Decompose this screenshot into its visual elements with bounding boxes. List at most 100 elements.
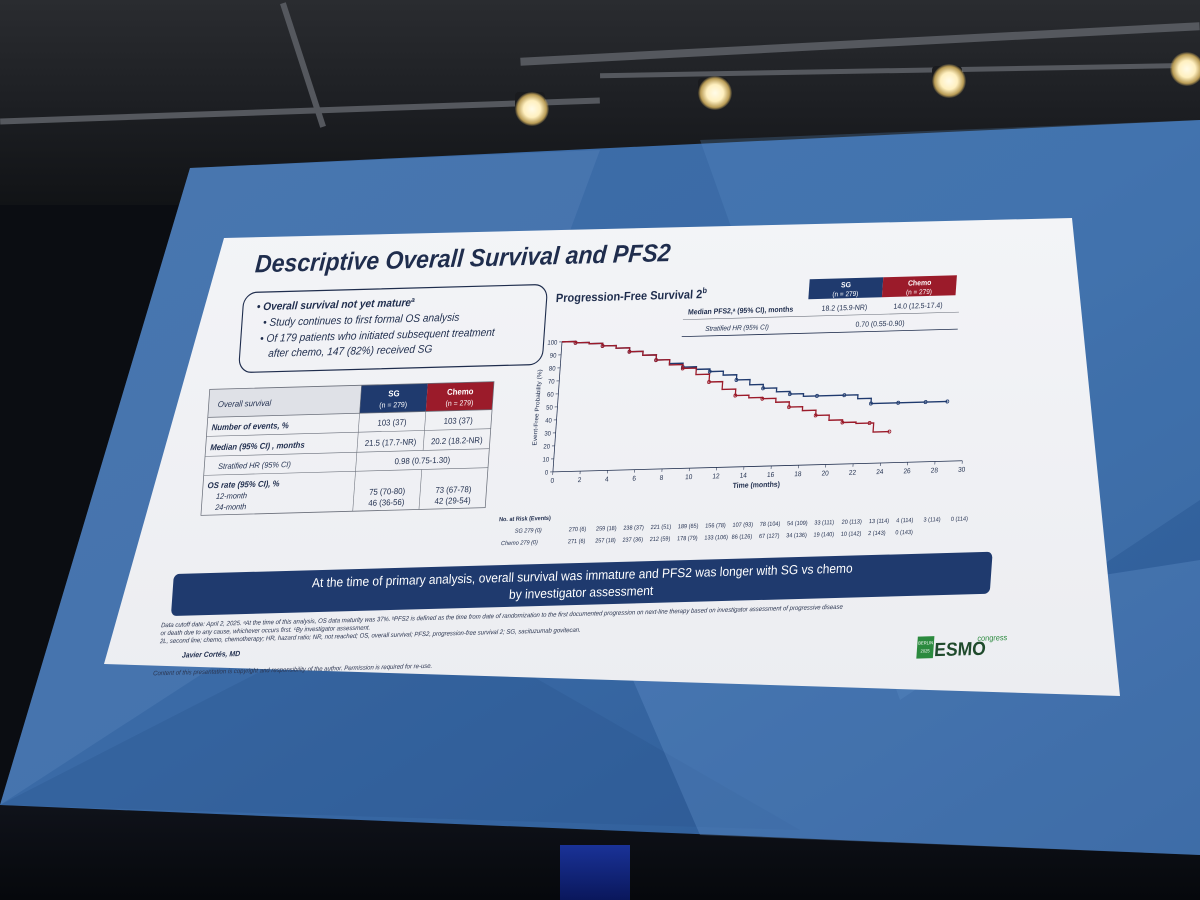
svg-text:• Overall survival not yet mat: • Overall survival not yet maturea bbox=[256, 297, 415, 314]
risk-sg-value: 107 (93) bbox=[732, 522, 753, 529]
risk-sg-value: 238 (37) bbox=[623, 525, 644, 532]
svg-text:42 (29-54): 42 (29-54) bbox=[434, 496, 471, 506]
y-tick-label: 20 bbox=[543, 443, 551, 450]
x-tick-label: 12 bbox=[712, 473, 720, 480]
y-tick-label: 50 bbox=[546, 404, 554, 411]
risk-chemo-value: 2 (143) bbox=[868, 531, 886, 538]
svg-text:21.5 (17.7-NR): 21.5 (17.7-NR) bbox=[364, 437, 417, 448]
y-tick-label: 80 bbox=[549, 365, 557, 372]
censor-mark-chemo bbox=[573, 340, 578, 345]
conclusion-banner bbox=[171, 551, 993, 616]
svg-text:No. at Risk (Events): No. at Risk (Events) bbox=[499, 516, 551, 524]
x-axis bbox=[552, 460, 963, 473]
esmo-logo: BERLIN 2025 ESMO congress bbox=[916, 633, 1008, 660]
risk-sg-value: 0 (114) bbox=[951, 516, 969, 523]
y-tick-label: 0 bbox=[545, 469, 549, 476]
censor-mark-chemo bbox=[707, 379, 711, 384]
risk-chemo-value: 237 (36) bbox=[622, 537, 643, 544]
y-tick-label: 40 bbox=[545, 417, 553, 424]
stage-blue-light bbox=[560, 845, 630, 900]
stage-light-glow bbox=[698, 76, 732, 110]
svg-text:Progression-Free Survival 2b: Progression-Free Survival 2b bbox=[555, 286, 707, 306]
risk-sg-value: 221 (51) bbox=[650, 524, 671, 531]
risk-chemo-value: 271 (6) bbox=[568, 539, 586, 546]
svg-text:Chemo 279 (0): Chemo 279 (0) bbox=[501, 540, 538, 547]
risk-chemo-value: 67 (127) bbox=[759, 533, 780, 540]
censor-mark-chemo bbox=[887, 429, 892, 434]
risk-chemo-value: 257 (18) bbox=[595, 538, 616, 545]
svg-text:Stratified HR (95% CI): Stratified HR (95% CI) bbox=[705, 324, 769, 333]
censor-mark-chemo bbox=[840, 420, 845, 425]
svg-text:SG: SG bbox=[388, 389, 400, 399]
svg-text:Overall survival: Overall survival bbox=[218, 398, 272, 409]
censor-mark-chemo bbox=[760, 396, 765, 401]
svg-text:SG: SG bbox=[841, 280, 852, 290]
km-chart: 0 2 4 6 8 10 12 14 16 18 20 22 24 26 28 300102030405060… bbox=[532, 339, 966, 490]
x-tick-label: 24 bbox=[876, 469, 884, 476]
censor-mark-sg bbox=[788, 392, 792, 397]
stage-light-glow bbox=[515, 92, 549, 126]
svg-text:73 (67-78): 73 (67-78) bbox=[435, 485, 472, 495]
x-tick-label: 30 bbox=[958, 466, 966, 473]
svg-text:18.2 (15.9-NR): 18.2 (15.9-NR) bbox=[821, 302, 867, 313]
svg-text:46 (36-56): 46 (36-56) bbox=[368, 498, 405, 508]
x-axis-label: Time (months) bbox=[732, 479, 781, 490]
x-tick-label: 8 bbox=[659, 475, 663, 482]
bullet-list: • Overall survival not yet maturea • Stu… bbox=[256, 297, 496, 360]
os-table: Overall survival SG (n = 279) Chemo (n =… bbox=[200, 381, 495, 516]
censor-mark-chemo bbox=[787, 405, 791, 410]
svg-text:after chemo, 147 (82%) receive: after chemo, 147 (82%) received SG bbox=[268, 343, 433, 360]
svg-text:(n = 279): (n = 279) bbox=[832, 291, 858, 299]
risk-chemo-value: 10 (142) bbox=[841, 531, 862, 538]
risk-sg-value: 3 (114) bbox=[923, 517, 941, 524]
risk-chemo-value: 86 (126) bbox=[731, 534, 752, 541]
svg-text:BERLIN: BERLIN bbox=[918, 640, 933, 646]
censor-mark-chemo bbox=[654, 358, 658, 363]
risk-chemo-value: 178 (79) bbox=[677, 536, 698, 543]
stage-light-glow bbox=[932, 64, 966, 98]
censor-mark-sg bbox=[869, 401, 873, 406]
y-tick-label: 70 bbox=[548, 378, 556, 385]
svg-text:Median (95% CI) , months: Median (95% CI) , months bbox=[210, 440, 306, 452]
svg-text:OS rate (95% CI), %: OS rate (95% CI), % bbox=[207, 479, 280, 490]
risk-sg-value: 20 (113) bbox=[841, 519, 862, 526]
svg-text:20.2 (18.2-NR): 20.2 (18.2-NR) bbox=[431, 436, 484, 447]
svg-text:2025: 2025 bbox=[920, 648, 930, 653]
svg-text:14.0 (12.5-17.4): 14.0 (12.5-17.4) bbox=[893, 300, 943, 311]
risk-chemo-value: 19 (140) bbox=[813, 532, 834, 539]
risk-sg-value: 259 (18) bbox=[596, 526, 617, 533]
risk-chemo-value: 212 (59) bbox=[650, 536, 671, 543]
pfs2-header: Progression-Free Survival 2b SG (n = 279… bbox=[555, 275, 959, 338]
svg-text:0.98 (0.75-1.30): 0.98 (0.75-1.30) bbox=[394, 455, 450, 466]
x-tick-label: 2 bbox=[577, 477, 581, 484]
censor-mark-chemo bbox=[627, 349, 632, 354]
risk-sg-value: 156 (78) bbox=[705, 523, 726, 530]
x-tick-label: 28 bbox=[931, 467, 939, 474]
bullets-box bbox=[238, 284, 548, 373]
y-tick-label: 100 bbox=[547, 339, 558, 347]
x-tick-label: 20 bbox=[821, 470, 829, 477]
svg-text:Stratified HR (95% CI): Stratified HR (95% CI) bbox=[218, 460, 292, 471]
x-tick-label: 6 bbox=[632, 475, 636, 482]
svg-text:Chemo: Chemo bbox=[908, 278, 933, 288]
series-line-chemo bbox=[561, 340, 890, 433]
x-tick-label: 22 bbox=[849, 469, 857, 476]
y-tick-label: 30 bbox=[544, 430, 552, 437]
svg-text:(n = 279): (n = 279) bbox=[906, 289, 932, 297]
censor-mark-chemo bbox=[813, 413, 818, 418]
risk-chemo-value: 34 (136) bbox=[786, 533, 807, 540]
svg-text:(n = 279): (n = 279) bbox=[379, 400, 407, 410]
svg-text:Number of events, %: Number of events, % bbox=[211, 421, 290, 432]
y-tick-label: 90 bbox=[550, 352, 558, 359]
svg-text:103 (37): 103 (37) bbox=[443, 416, 473, 426]
svg-text:24-month: 24-month bbox=[214, 502, 247, 512]
risk-sg-value: 33 (111) bbox=[814, 520, 834, 527]
censor-mark-chemo bbox=[600, 343, 605, 348]
svg-text:• Study continues to first for: • Study continues to first formal OS ana… bbox=[263, 311, 461, 329]
svg-text:(n = 279): (n = 279) bbox=[445, 398, 473, 408]
y-tick-label: 10 bbox=[542, 456, 550, 463]
svg-text:congress: congress bbox=[977, 633, 1008, 643]
svg-text:Median PFS2,ᵃ (95% CI), months: Median PFS2,ᵃ (95% CI), months bbox=[688, 304, 794, 316]
censor-mark-sg bbox=[734, 377, 739, 382]
